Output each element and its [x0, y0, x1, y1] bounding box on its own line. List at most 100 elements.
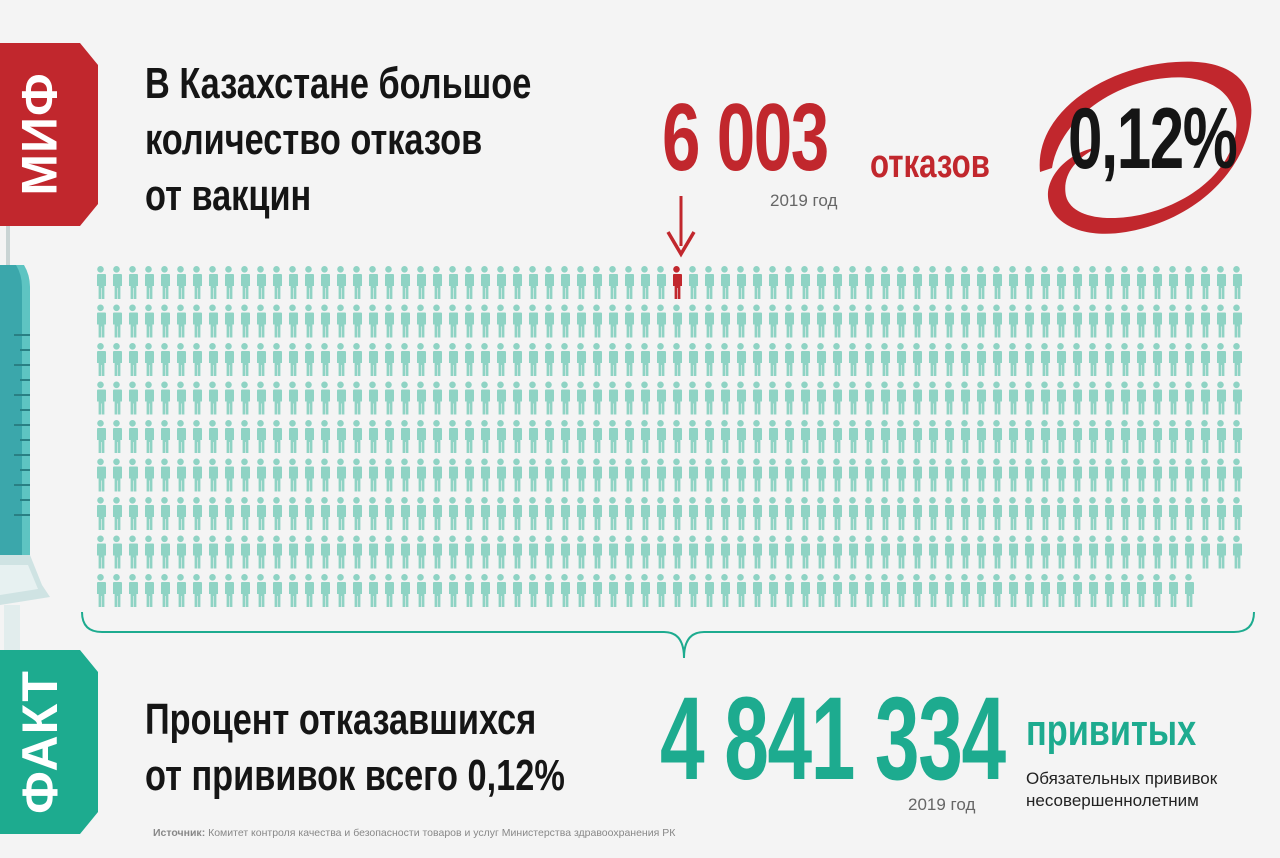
person-icon	[304, 304, 314, 338]
person-icon	[704, 420, 714, 453]
person-icon	[656, 304, 666, 338]
person-icon	[304, 458, 314, 492]
person-icon	[688, 535, 698, 569]
person-icon	[288, 381, 298, 415]
person-icon	[224, 381, 234, 415]
person-icon	[1184, 343, 1194, 376]
person-icon	[160, 497, 170, 530]
person-icon	[1088, 497, 1098, 530]
person-icon	[848, 304, 858, 338]
person-icon	[624, 381, 634, 415]
person-icon	[736, 458, 746, 492]
person-icon	[1008, 497, 1018, 530]
person-icon	[864, 304, 874, 338]
myth-headline-line-2: количество отказов	[145, 115, 483, 164]
person-icon	[144, 381, 154, 415]
person-icon	[128, 535, 138, 569]
person-icon	[288, 574, 298, 607]
person-icon	[640, 535, 650, 569]
person-icon	[496, 497, 506, 530]
person-icon	[1040, 574, 1050, 607]
person-icon	[1088, 535, 1098, 569]
person-icon	[192, 266, 202, 299]
person-icon	[832, 458, 842, 492]
person-icon	[656, 343, 666, 376]
person-icon	[512, 420, 522, 453]
person-icon	[400, 535, 410, 569]
person-icon	[176, 574, 186, 607]
person-icon	[128, 266, 138, 299]
person-icon	[336, 535, 346, 569]
person-icon	[672, 497, 682, 530]
person-icon	[464, 535, 474, 569]
person-icon	[608, 535, 618, 569]
person-icon	[848, 266, 858, 299]
person-icon	[528, 304, 538, 338]
person-icon	[384, 574, 394, 607]
person-icon	[352, 381, 362, 415]
person-icon	[784, 304, 794, 338]
person-icon	[960, 381, 970, 415]
person-icon	[1024, 304, 1034, 338]
person-icon	[1120, 381, 1130, 415]
person-icon	[320, 497, 330, 530]
person-icon	[928, 497, 938, 530]
person-icon	[320, 343, 330, 376]
person-icon	[416, 304, 426, 338]
person-icon	[1152, 343, 1162, 376]
person-icon	[1024, 381, 1034, 415]
person-icon	[1232, 420, 1242, 453]
person-icon	[928, 458, 938, 492]
person-icon	[96, 574, 106, 607]
person-icon	[416, 381, 426, 415]
person-icon	[112, 574, 122, 607]
person-icon	[624, 458, 634, 492]
person-icon	[400, 458, 410, 492]
person-icon	[768, 458, 778, 492]
person-icon	[96, 535, 106, 569]
person-icon	[928, 381, 938, 415]
fact-tag-label: ФАКТ	[12, 670, 68, 814]
person-icon	[1184, 458, 1194, 492]
person-icon	[816, 343, 826, 376]
person-icon	[688, 574, 698, 607]
person-icon	[592, 535, 602, 569]
person-icon	[1040, 343, 1050, 376]
person-icon	[800, 458, 810, 492]
person-icon	[272, 381, 282, 415]
person-icon	[176, 381, 186, 415]
person-icon	[1072, 343, 1082, 376]
person-icon	[1024, 535, 1034, 569]
person-icon	[224, 343, 234, 376]
person-icon	[1200, 458, 1210, 492]
source-note: Источник: Комитет контроля качества и бе…	[153, 827, 675, 839]
person-icon	[112, 535, 122, 569]
person-icon	[688, 497, 698, 530]
person-icon	[464, 304, 474, 338]
person-icon	[944, 343, 954, 376]
person-icon	[720, 343, 730, 376]
person-icon	[400, 343, 410, 376]
person-icon	[528, 420, 538, 453]
person-icon	[400, 420, 410, 453]
person-icon	[1216, 304, 1226, 338]
person-icon	[416, 497, 426, 530]
person-icon	[608, 304, 618, 338]
highlighted-person-icon	[672, 266, 682, 299]
person-icon	[1232, 343, 1242, 376]
person-icon	[560, 458, 570, 492]
person-icon	[608, 458, 618, 492]
person-icon	[704, 304, 714, 338]
person-icon	[384, 266, 394, 299]
person-icon	[592, 420, 602, 453]
person-icon	[400, 381, 410, 415]
person-icon	[320, 420, 330, 453]
person-icon	[1024, 420, 1034, 453]
person-icon	[464, 381, 474, 415]
person-icon	[608, 381, 618, 415]
person-icon	[640, 458, 650, 492]
person-icon	[784, 497, 794, 530]
person-icon	[576, 381, 586, 415]
person-icon	[800, 266, 810, 299]
person-icon	[288, 420, 298, 453]
